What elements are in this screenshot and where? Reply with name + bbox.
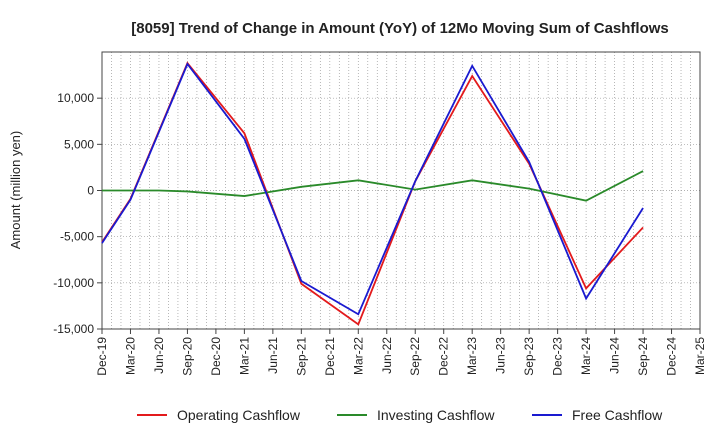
x-tick-label: Mar-24 <box>579 337 593 375</box>
y-axis-ticks: 10,000 5,000 0 -5,000 -10,000 -15,000 <box>53 91 102 336</box>
plot-area <box>101 51 701 330</box>
x-tick-label: Sep-24 <box>636 337 650 376</box>
x-tick-label: Dec-20 <box>209 337 223 376</box>
grid-lines <box>102 52 700 330</box>
x-tick-label: Dec-19 <box>95 337 109 376</box>
x-tick-label: Sep-20 <box>180 337 194 376</box>
series-lines <box>101 61 644 326</box>
x-tick-label: Dec-21 <box>323 337 337 376</box>
legend-label: Operating Cashflow <box>177 407 301 423</box>
legend-label: Free Cashflow <box>572 407 663 423</box>
y-tick-label: -10,000 <box>53 276 94 290</box>
x-tick-label: Jun-23 <box>494 337 508 374</box>
y-tick-label: 5,000 <box>64 137 94 151</box>
x-tick-label: Dec-24 <box>665 337 679 376</box>
x-tick-label: Sep-23 <box>522 337 536 376</box>
x-axis-ticks: Dec-19 Mar-20 Jun-20 Sep-20 Dec-20 Mar-21 Jun-… <box>95 329 707 376</box>
series-line-free-cashflow <box>101 62 644 316</box>
x-tick-label: Jun-20 <box>152 337 166 374</box>
y-tick-label: -5,000 <box>60 230 94 244</box>
x-tick-label: Jun-21 <box>266 337 280 374</box>
series-line-operating-cashflow <box>101 61 644 326</box>
x-tick-label: Sep-22 <box>408 337 422 376</box>
y-tick-label: 0 <box>87 184 94 198</box>
series-line-investing-cashflow <box>102 170 644 202</box>
x-tick-label: Jun-24 <box>608 337 622 374</box>
x-tick-label: Mar-20 <box>123 337 137 375</box>
chart-title: [8059] Trend of Change in Amount (YoY) o… <box>131 20 669 37</box>
x-tick-label: Mar-22 <box>351 337 365 375</box>
legend: Operating Cashflow Investing Cashflow Free… <box>137 407 663 423</box>
x-tick-label: Dec-23 <box>551 337 565 376</box>
y-axis-label: Amount (million yen) <box>8 131 23 250</box>
x-tick-label: Dec-22 <box>437 337 451 376</box>
x-tick-label: Sep-21 <box>294 337 308 376</box>
y-tick-label: 10,000 <box>57 91 94 105</box>
x-tick-label: Jun-22 <box>380 337 394 374</box>
x-tick-label: Mar-25 <box>693 337 707 375</box>
x-tick-label: Mar-21 <box>237 337 251 375</box>
x-tick-label: Mar-23 <box>465 337 479 375</box>
legend-label: Investing Cashflow <box>377 407 495 423</box>
y-tick-label: -15,000 <box>53 322 94 336</box>
